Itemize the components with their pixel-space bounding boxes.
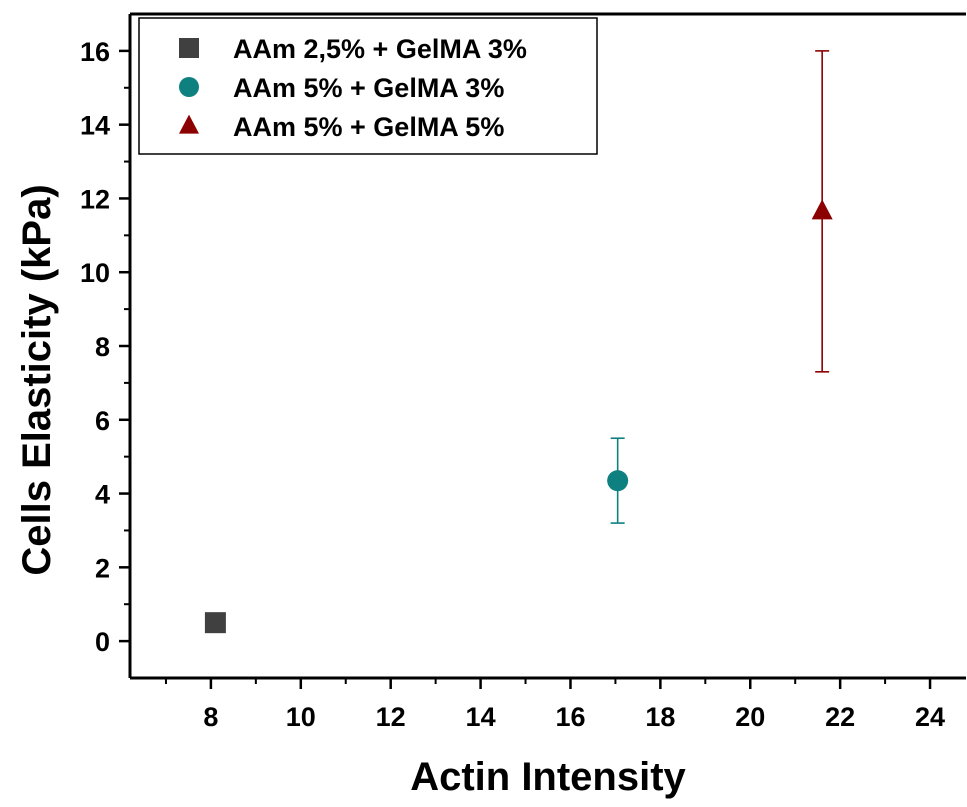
legend-marker-triangle [179, 114, 199, 134]
y-tick-label: 16 [80, 37, 110, 67]
x-tick-label: 12 [376, 702, 406, 732]
y-tick-label: 10 [80, 258, 110, 288]
legend-marker-circle [179, 77, 199, 97]
data-point-square [204, 612, 226, 634]
y-tick-label: 8 [95, 332, 110, 362]
x-tick-label: 20 [735, 702, 765, 732]
data-point-circle [607, 470, 629, 492]
y-tick-label: 0 [95, 627, 110, 657]
x-tick-label: 8 [203, 702, 218, 732]
y-tick-label: 6 [95, 406, 110, 436]
y-tick-label: 14 [80, 111, 110, 141]
x-tick-label: 18 [645, 702, 675, 732]
x-tick-label: 16 [555, 702, 585, 732]
data-point-triangle [811, 199, 833, 220]
x-tick-label: 22 [825, 702, 855, 732]
x-tick-label: 10 [286, 702, 316, 732]
legend-label: AAm 5% + GelMA 5% [233, 112, 504, 142]
y-tick-label: 4 [95, 480, 110, 510]
legend-marker-square [179, 38, 199, 58]
y-axis-title: Cells Elasticity (kPa) [15, 184, 59, 575]
legend-box [138, 17, 598, 155]
data-layer [204, 50, 833, 634]
x-tick-label: 14 [466, 702, 496, 732]
x-tick-label: 24 [915, 702, 945, 732]
x-axis-title: Actin Intensity [410, 755, 686, 799]
legend-label: AAm 2,5% + GelMA 3% [233, 34, 527, 64]
legend-label: AAm 5% + GelMA 3% [233, 73, 504, 103]
y-tick-label: 12 [80, 184, 110, 214]
y-tick-label: 2 [95, 553, 110, 583]
legend: AAm 2,5% + GelMA 3% AAm 5% + GelMA 3% AAm … [138, 17, 598, 155]
